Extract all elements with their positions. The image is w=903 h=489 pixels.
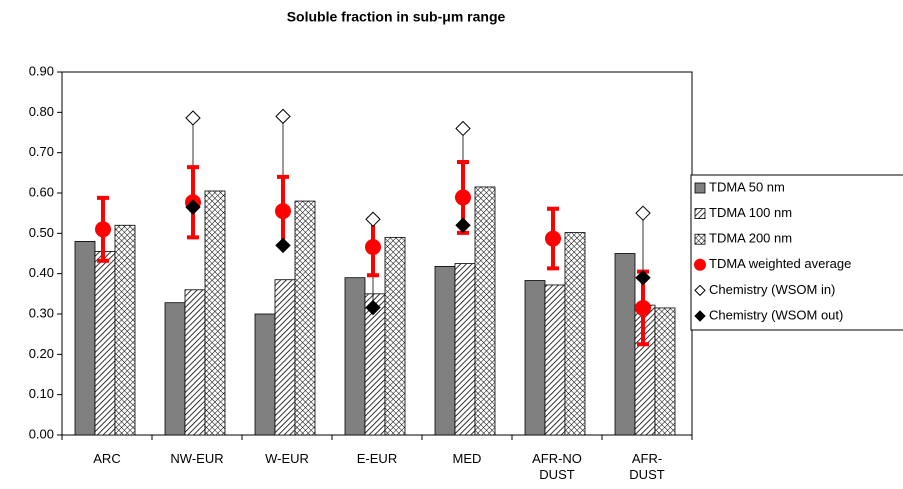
bar: [384, 236, 406, 436]
bar: [434, 266, 456, 436]
y-tick-label: 0.60: [29, 184, 54, 199]
bar: [114, 224, 136, 436]
legend-swatch: [694, 233, 706, 245]
legend-label: TDMA 50 nm: [709, 179, 785, 194]
point: [455, 120, 471, 137]
bar: [94, 251, 116, 436]
bar: [524, 280, 546, 436]
y-tick-label: 0.30: [29, 305, 54, 320]
legend-swatch: [694, 284, 706, 297]
legend-box: [690, 174, 903, 331]
chart-title: Soluble fraction in sub-μm range: [287, 9, 506, 25]
point: [545, 230, 561, 247]
x-tick-label: E-EUR: [356, 451, 398, 466]
point: [635, 269, 651, 286]
legend-label: Chemistry (WSOM out): [709, 307, 843, 322]
x-tick-label: MED: [452, 451, 482, 466]
bar: [474, 186, 496, 436]
legend-swatch: [694, 258, 706, 271]
x-tick-label: NW-EUR: [170, 451, 224, 466]
bar: [344, 277, 366, 436]
point: [95, 221, 111, 238]
point: [185, 199, 201, 215]
point: [365, 211, 381, 227]
x-tick-label: AFR-NO DUST: [532, 451, 582, 482]
x-tick-label: W-EUR: [265, 451, 309, 466]
point: [455, 189, 471, 206]
legend-label: TDMA weighted average: [709, 256, 851, 271]
point: [635, 205, 651, 221]
bar: [204, 190, 226, 436]
bar: [184, 289, 206, 436]
legend-label: TDMA 200 nm: [709, 231, 792, 246]
y-tick-label: 0.70: [29, 144, 54, 159]
bar: [614, 253, 636, 436]
legend-swatch: [694, 310, 706, 322]
point: [275, 203, 291, 220]
y-tick-label: 0.90: [29, 63, 54, 78]
bar: [454, 263, 476, 436]
point: [635, 299, 651, 316]
bar: [274, 279, 296, 436]
bar: [164, 302, 186, 436]
bar: [564, 232, 586, 436]
y-tick-label: 0.10: [29, 386, 54, 401]
bar: [74, 240, 96, 436]
bar: [294, 200, 316, 436]
bar: [654, 307, 676, 436]
bar: [254, 313, 276, 436]
y-tick-label: 0.40: [29, 265, 54, 280]
point: [365, 239, 381, 256]
y-tick-label: 0.20: [29, 346, 54, 361]
y-tick-label: 0.80: [29, 104, 54, 119]
x-tick-label: AFR-DUST: [629, 451, 665, 482]
x-tick-label: ARC: [93, 451, 121, 466]
bar: [364, 293, 386, 436]
y-tick-label: 0.00: [29, 426, 54, 441]
point: [275, 108, 291, 125]
bar: [544, 284, 566, 436]
legend-label: Chemistry (WSOM in): [709, 282, 835, 297]
point: [275, 237, 291, 254]
legend-swatch: [694, 182, 706, 194]
legend-label: TDMA 100 nm: [709, 205, 792, 220]
point: [455, 217, 471, 233]
legend-swatch: [694, 208, 706, 220]
point: [185, 110, 201, 126]
point: [365, 299, 381, 316]
y-tick-label: 0.50: [29, 225, 54, 240]
